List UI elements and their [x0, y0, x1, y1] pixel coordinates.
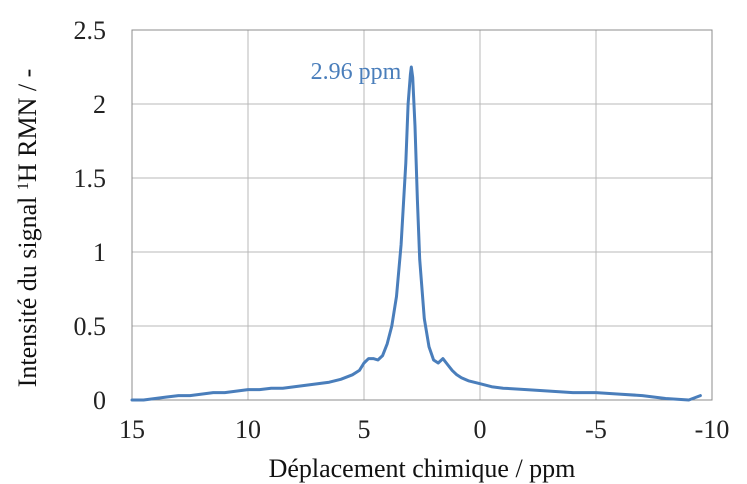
x-tick-label: -10 [695, 415, 730, 444]
y-axis-title: Intensité du signal 1H RMN / - [13, 69, 42, 388]
y-axis-title-prefix: Intensité du signal [13, 190, 42, 387]
plot-border [131, 29, 713, 401]
y-tick-label: 1.5 [74, 164, 107, 193]
x-tick-label: 15 [119, 415, 145, 444]
y-tick-label: 2 [93, 90, 106, 119]
x-tick-label: -5 [585, 415, 607, 444]
y-tick-label: 0.5 [74, 312, 107, 341]
y-tick-labels: 0 0.5 1 1.5 2 2.5 [74, 16, 107, 415]
y-tick-label: 1 [93, 238, 106, 267]
y-axis-title-suffix: H RMN / - [13, 69, 42, 182]
x-tick-label: 0 [474, 415, 487, 444]
x-tick-label: 10 [235, 415, 261, 444]
x-tick-label: 5 [358, 415, 371, 444]
peak-annotation: 2.96 ppm [311, 59, 402, 85]
grid-lines [131, 29, 713, 401]
x-tick-labels: 15 10 5 0 -5 -10 [119, 415, 729, 444]
plot-area [132, 30, 712, 400]
series-line [130, 65, 702, 402]
x-axis-title: Déplacement chimique / ppm [269, 454, 576, 483]
y-tick-label: 0 [93, 386, 106, 415]
y-axis-title-superscript: 1 [15, 182, 32, 190]
y-tick-label: 2.5 [74, 16, 107, 45]
